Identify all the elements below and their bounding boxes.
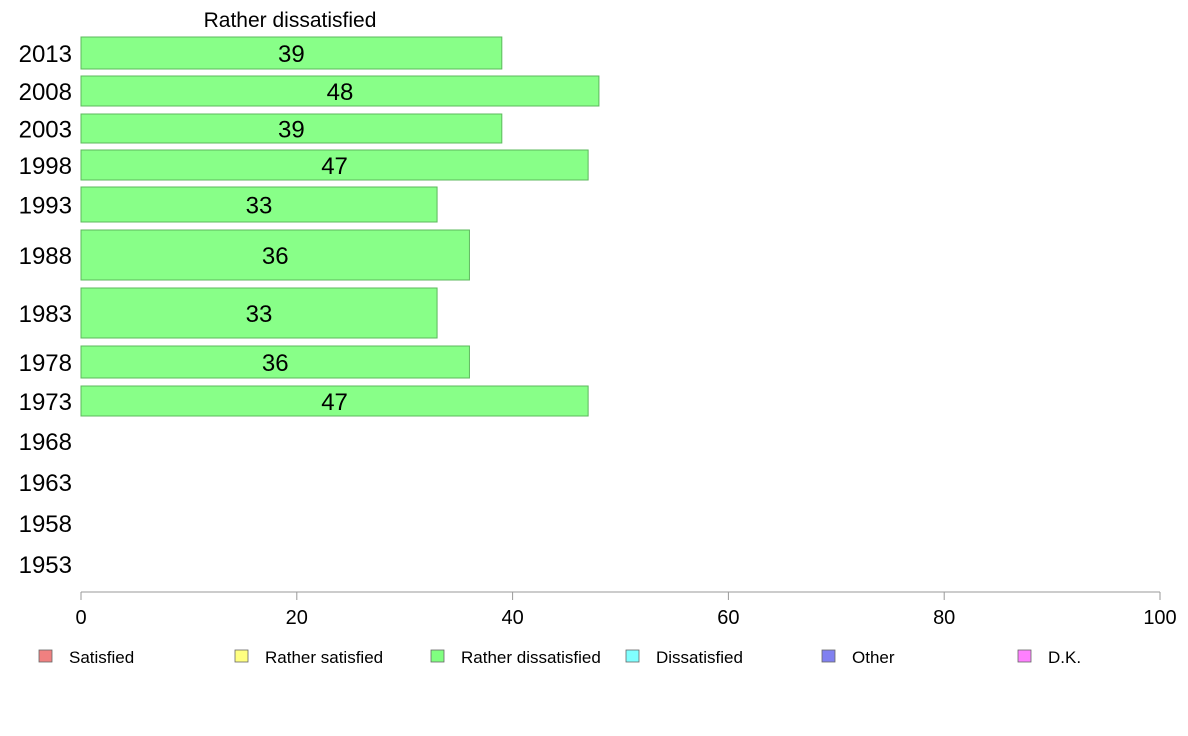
legend-swatch [625, 649, 640, 663]
bar [80, 186, 438, 223]
legend: Satisfied Rather satisfied Rather dissatis… [38, 648, 1081, 667]
x-tick-label: 0 [75, 607, 86, 629]
y-tick-label: 1958 [19, 511, 72, 538]
y-tick-label: 2008 [19, 79, 72, 106]
legend-label: Rather dissatisfied [461, 648, 601, 667]
legend-label: D.K. [1048, 648, 1081, 667]
legend-label: Dissatisfied [656, 648, 743, 667]
legend-swatch [821, 649, 836, 663]
x-tick-label: 100 [1143, 607, 1176, 629]
data-label: 47 [321, 153, 348, 180]
x-tick-label: 80 [933, 607, 955, 629]
y-tick-label: 1988 [19, 243, 72, 270]
x-tick-label: 60 [717, 607, 739, 629]
data-label: 33 [246, 193, 273, 220]
data-label: 47 [321, 389, 348, 416]
y-tick-label: 1998 [19, 153, 72, 180]
y-tick-label: 1973 [19, 389, 72, 416]
data-label: 33 [246, 301, 273, 328]
y-tick-label: 1963 [19, 470, 72, 497]
x-tick-label: 40 [501, 607, 523, 629]
y-tick-label: 1978 [19, 350, 72, 377]
y-tick-label: 2013 [19, 41, 72, 68]
bar [80, 229, 470, 281]
bars-layer: 39 48 39 47 33 36 33 36 47 [80, 36, 600, 417]
bar [80, 113, 503, 144]
data-label: 48 [327, 79, 354, 106]
legend-swatch [38, 649, 53, 663]
data-label: 39 [278, 41, 305, 68]
data-label: 36 [262, 350, 289, 377]
legend-label: Other [852, 648, 895, 667]
legend-label: Satisfied [69, 648, 134, 667]
bar [80, 149, 589, 181]
data-label: 36 [262, 243, 289, 270]
y-tick-label: 1983 [19, 301, 72, 328]
y-tick-label: 2003 [19, 117, 72, 144]
x-axis: 0 20 40 60 80 100 [75, 591, 1177, 629]
bar [80, 287, 438, 339]
legend-swatch [1017, 649, 1032, 663]
x-tick-label: 20 [286, 607, 308, 629]
legend-label: Rather satisfied [265, 648, 383, 667]
y-tick-label: 1953 [19, 552, 72, 579]
bar [80, 36, 503, 70]
y-tick-label: 1968 [19, 429, 72, 456]
y-tick-label: 1993 [19, 193, 72, 220]
chart-title: Rather dissatisfied [204, 9, 377, 32]
bar [80, 345, 470, 379]
legend-swatch [430, 649, 445, 663]
data-label: 39 [278, 117, 305, 144]
legend-swatch [234, 649, 249, 663]
bar [80, 75, 600, 107]
y-axis: 2013 2008 2003 1998 1993 1988 1983 1978 1973 1968… [19, 41, 72, 579]
bar [80, 385, 589, 417]
